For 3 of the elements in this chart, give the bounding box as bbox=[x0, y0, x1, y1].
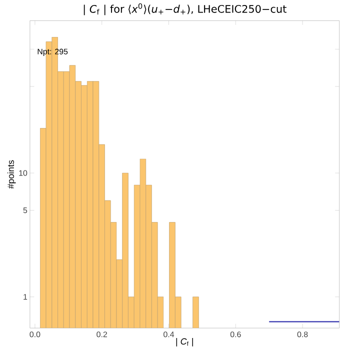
x-axis-title: | C$_{f}$ | bbox=[176, 338, 193, 346]
y-axis-title: #points bbox=[7, 160, 16, 189]
chart-title: | C$_{f}$ | for ⟨x$^{0}$⟩(u$_{+}$−d$_{+}$), LHeCEIC250−cut bbox=[84, 3, 286, 16]
